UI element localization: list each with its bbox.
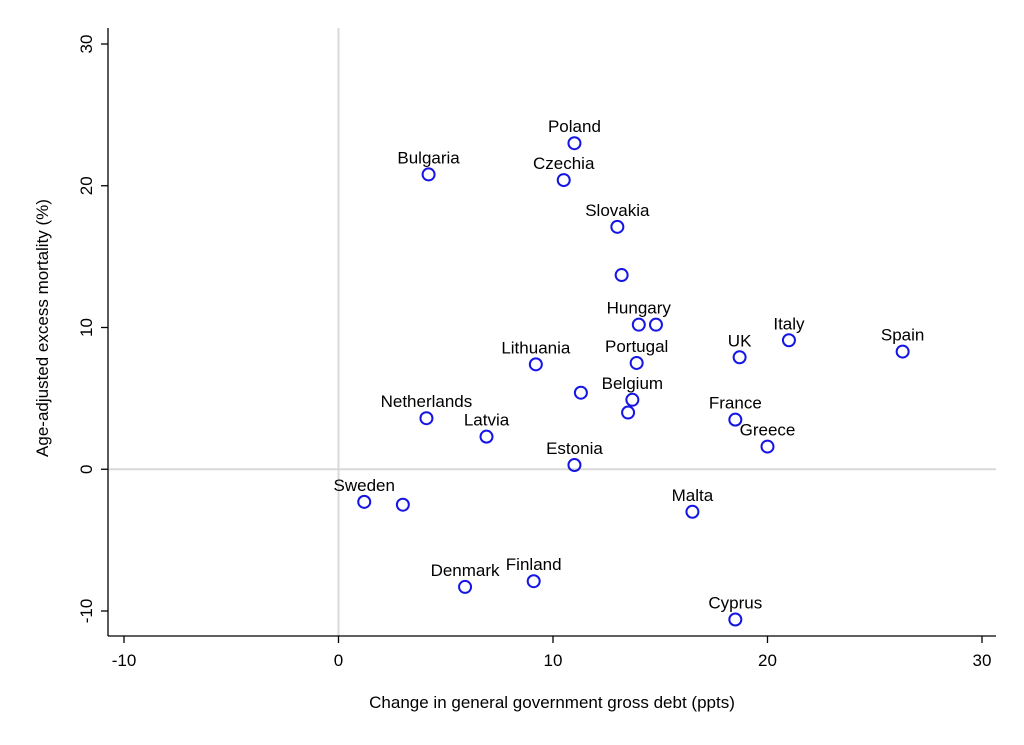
point-label: Italy — [773, 314, 805, 333]
point-label: Greece — [740, 421, 796, 440]
point-label: France — [709, 394, 762, 413]
point-label: Cyprus — [708, 594, 762, 613]
y-tick-label: 30 — [77, 35, 96, 54]
point-label: Sweden — [334, 476, 395, 495]
data-point — [631, 317, 646, 332]
point-label: Finland — [506, 555, 562, 574]
data-point — [728, 612, 743, 627]
x-tick-label: 20 — [758, 651, 777, 670]
data-point — [395, 497, 410, 512]
point-label: Slovakia — [585, 201, 650, 220]
x-axis-title: Change in general government gross debt … — [369, 693, 735, 712]
point-label: Belgium — [602, 374, 663, 393]
data-point — [732, 350, 747, 365]
point-label: Bulgaria — [397, 148, 460, 167]
data-point — [621, 405, 636, 420]
data-point — [528, 357, 543, 372]
x-tick-label: 0 — [334, 651, 343, 670]
data-point — [573, 385, 588, 400]
data-point — [781, 333, 796, 348]
y-tick-label: 0 — [77, 465, 96, 474]
data-point — [458, 579, 473, 594]
data-point — [526, 574, 541, 589]
y-tick-label: 10 — [77, 318, 96, 337]
point-label: Spain — [881, 326, 924, 345]
point-label: Poland — [548, 117, 601, 136]
data-point — [556, 173, 571, 188]
data-points — [357, 136, 910, 627]
point-label: Denmark — [431, 561, 500, 580]
point-labels: Poland Bulgaria Czechia Slovakia Hungary Ital… — [334, 117, 925, 612]
data-point — [625, 392, 640, 407]
data-point — [685, 504, 700, 519]
data-point — [419, 411, 434, 426]
data-point — [895, 344, 910, 359]
data-point — [567, 457, 582, 472]
y-tick-label: -10 — [77, 599, 96, 624]
point-label: Estonia — [546, 439, 603, 458]
data-point — [421, 167, 436, 182]
data-point — [614, 268, 629, 283]
data-point — [629, 355, 644, 370]
point-label: Portugal — [605, 337, 668, 356]
point-label: Latvia — [464, 411, 510, 430]
data-point — [760, 439, 775, 454]
point-label: Netherlands — [381, 392, 473, 411]
x-tick-label: 10 — [544, 651, 563, 670]
axes — [107, 28, 996, 637]
point-label: Hungary — [607, 299, 672, 318]
point-label: Lithuania — [501, 338, 571, 357]
data-point — [479, 429, 494, 444]
ticks: -10 0 10 20 30 -10 0 10 20 30 — [77, 35, 991, 670]
data-point — [357, 494, 372, 509]
y-tick-label: 20 — [77, 176, 96, 195]
point-label: UK — [728, 331, 752, 350]
data-point — [728, 412, 743, 427]
data-point — [610, 219, 625, 234]
data-point — [567, 136, 582, 151]
point-label: Czechia — [533, 154, 595, 173]
point-label: Malta — [672, 486, 714, 505]
y-axis-title: Age-adjusted excess mortality (%) — [33, 199, 52, 457]
data-point — [648, 317, 663, 332]
x-tick-label: 30 — [973, 651, 992, 670]
reference-lines — [108, 28, 996, 636]
x-tick-label: -10 — [112, 651, 137, 670]
